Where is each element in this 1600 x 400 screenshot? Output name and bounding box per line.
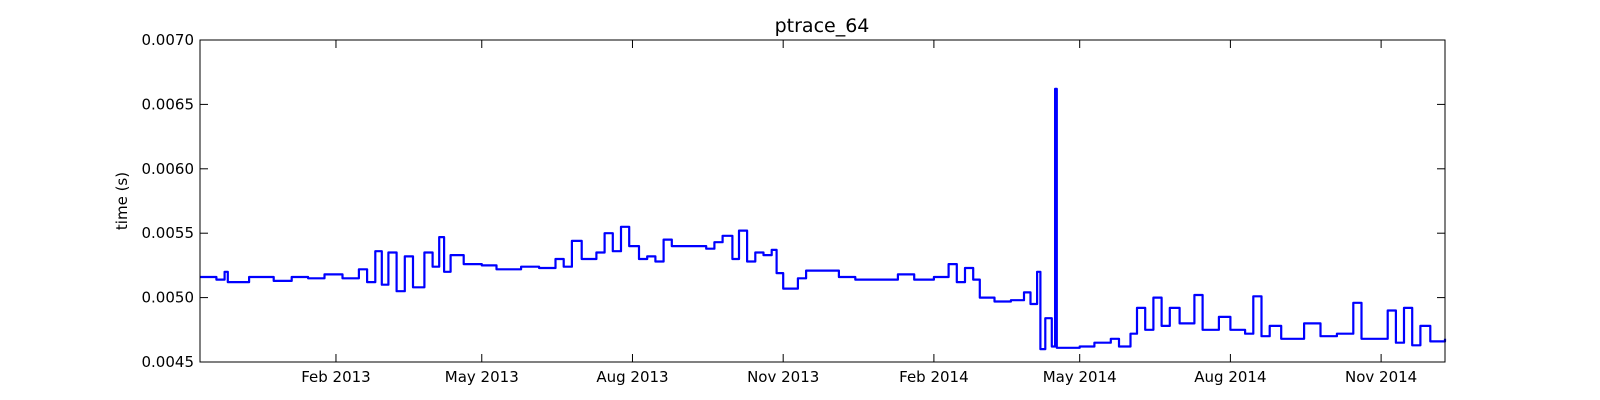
x-tick-label: Aug 2014 — [1194, 368, 1266, 386]
y-tick-label: 0.0065 — [142, 95, 195, 113]
series-line — [200, 87, 1447, 351]
plot-background — [200, 40, 1445, 362]
y-tick-label: 0.0045 — [142, 353, 195, 371]
x-tick-label: May 2013 — [445, 368, 519, 386]
x-tick-label: Nov 2014 — [1345, 368, 1417, 386]
x-tick-label: Nov 2013 — [747, 368, 819, 386]
plot-frame — [199, 39, 1446, 363]
chart-title: ptrace_64 — [775, 15, 870, 37]
x-tick-label: Feb 2014 — [899, 368, 969, 386]
y-tick-label: 0.0060 — [142, 160, 195, 178]
y-axis: 0.0045 0.0050 0.0055 0.0060 0.0065 0.0070 — [142, 31, 1445, 371]
y-tick-label: 0.0070 — [142, 31, 195, 49]
y-tick-label: 0.0055 — [142, 224, 195, 242]
x-tick-label: May 2014 — [1043, 368, 1117, 386]
y-tick-label: 0.0050 — [142, 289, 195, 307]
data-lines — [200, 87, 1447, 351]
x-tick-label: Aug 2013 — [596, 368, 668, 386]
y-axis-label: time (s) — [113, 172, 131, 230]
x-axis: Feb 2013 May 2013 Aug 2013 Nov 2013 Feb 2014… — [301, 40, 1417, 386]
x-tick-label: Feb 2013 — [301, 368, 371, 386]
